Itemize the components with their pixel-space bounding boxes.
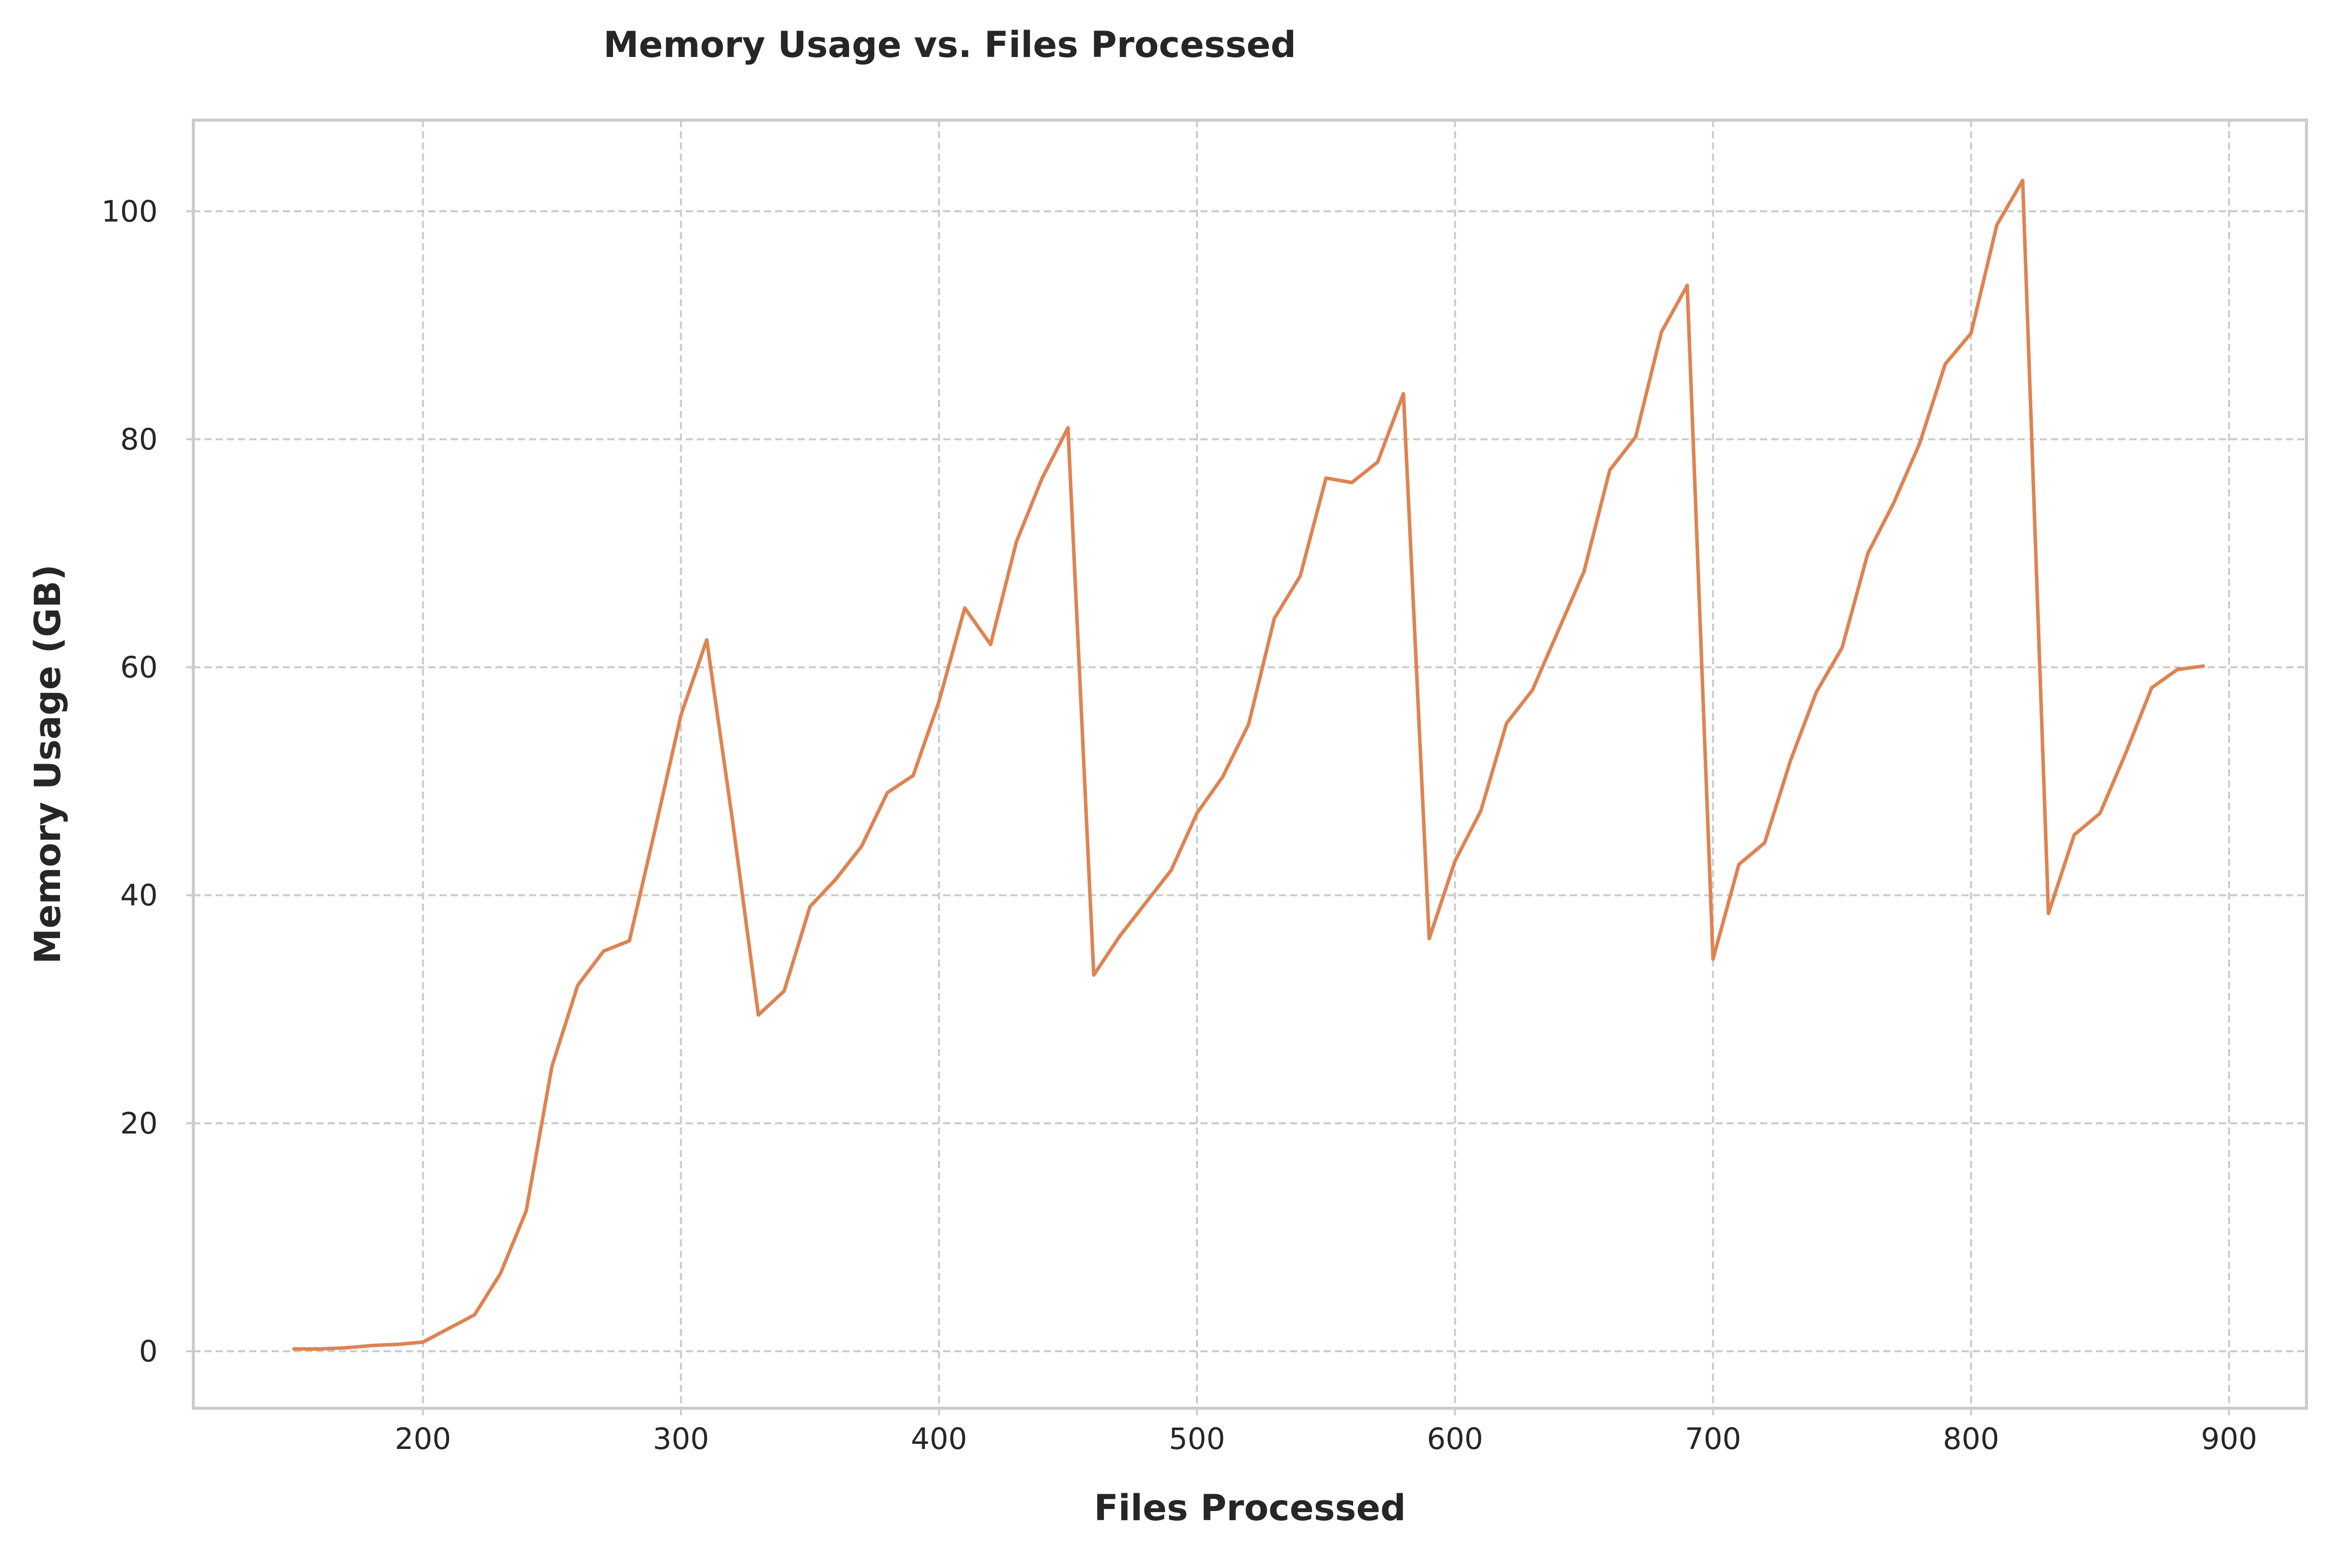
axis-ticks: 200 300 400 500 600 700 800 900 0 20 40 60 80 100 — [101, 194, 2257, 1456]
y-tick-label: 60 — [120, 650, 158, 685]
x-tick-label: 700 — [1685, 1421, 1741, 1456]
plot-frame — [192, 119, 2308, 1410]
grid-lines — [193, 120, 2306, 1408]
y-tick-label: 20 — [120, 1106, 158, 1141]
y-tick-label: 100 — [101, 194, 158, 228]
y-tick-label: 40 — [120, 878, 158, 913]
y-axis-label: Memory Usage (GB) — [27, 564, 69, 964]
chart-title: Memory Usage vs. Files Processed — [603, 24, 1296, 66]
y-tick-label: 0 — [139, 1334, 158, 1369]
x-tick-label: 600 — [1427, 1421, 1483, 1456]
x-tick-label: 500 — [1169, 1421, 1225, 1456]
memory-usage-line — [292, 179, 2205, 1351]
series-layer — [292, 179, 2205, 1351]
x-tick-label: 800 — [1943, 1421, 1999, 1456]
x-tick-label: 400 — [911, 1421, 967, 1456]
x-tick-label: 200 — [395, 1421, 451, 1456]
x-tick-label: 900 — [2201, 1421, 2257, 1456]
y-tick-label: 80 — [120, 422, 158, 456]
x-axis-label: Files Processed — [1094, 1487, 1406, 1529]
x-tick-label: 300 — [653, 1421, 709, 1456]
